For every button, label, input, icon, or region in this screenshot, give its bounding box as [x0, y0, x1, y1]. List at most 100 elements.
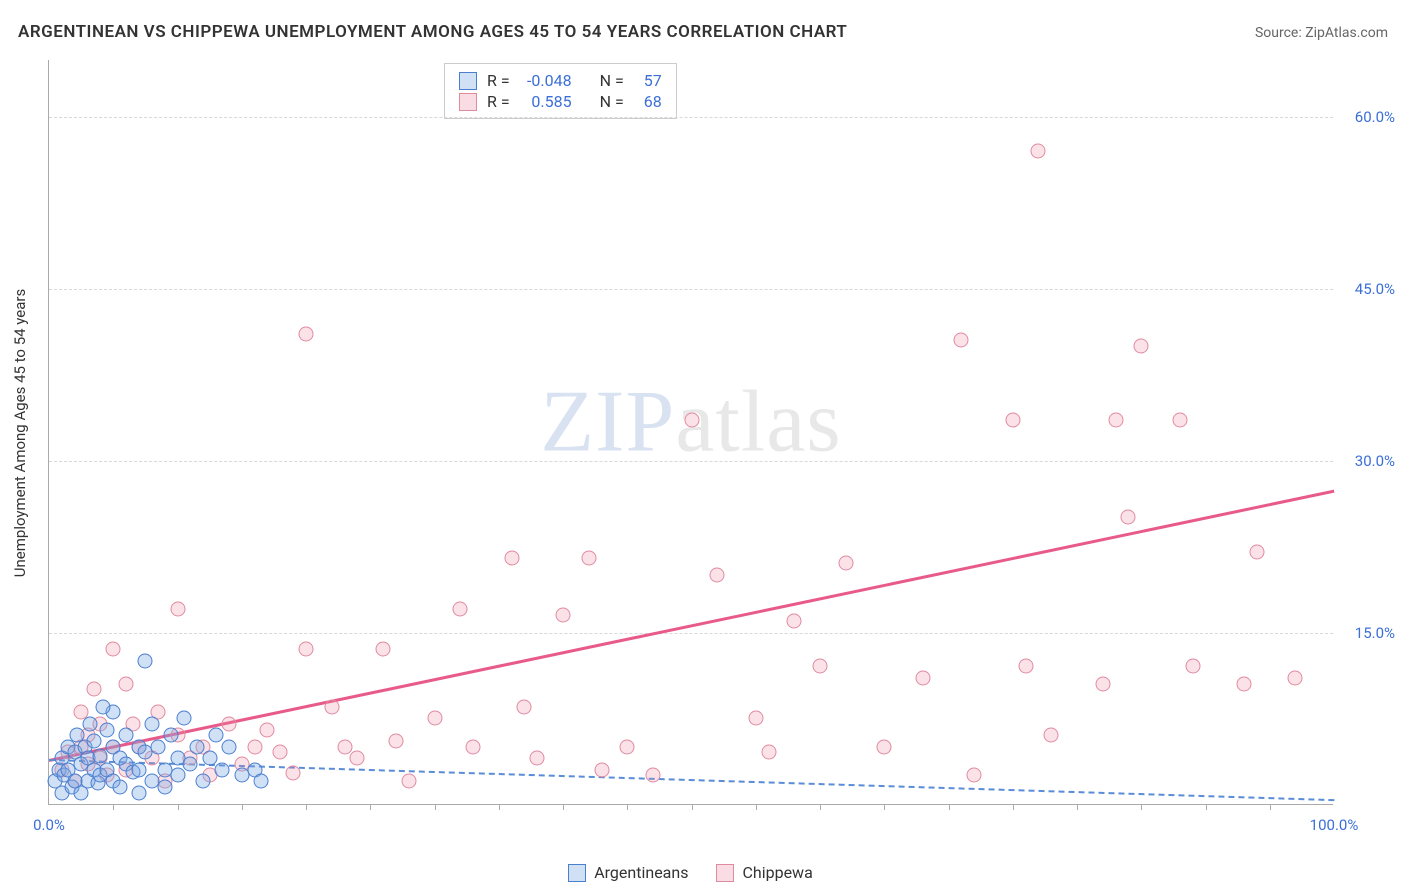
scatter-point-argentineans [183, 756, 198, 771]
scatter-point-chippewa [1031, 143, 1046, 158]
scatter-point-chippewa [1108, 413, 1123, 428]
x-tick [1013, 804, 1014, 810]
scatter-point-argentineans [196, 774, 211, 789]
x-tick [884, 804, 885, 810]
scatter-point-chippewa [748, 711, 763, 726]
scatter-point-chippewa [299, 642, 314, 657]
scatter-point-chippewa [86, 682, 101, 697]
scatter-point-argentineans [131, 785, 146, 800]
x-tick [1270, 804, 1271, 810]
stats-row-chippewa: R = 0.585 N = 68 [459, 92, 662, 111]
scatter-point-chippewa [556, 607, 571, 622]
scatter-point-chippewa [1288, 670, 1303, 685]
scatter-point-chippewa [286, 766, 301, 781]
scatter-point-chippewa [504, 550, 519, 565]
scatter-point-chippewa [645, 768, 660, 783]
scatter-point-chippewa [350, 751, 365, 766]
correlation-stats-box: R = -0.048 N = 57 R = 0.585 N = 68 [444, 63, 677, 119]
trend-line-chippewa [49, 490, 1335, 762]
scatter-point-chippewa [401, 774, 416, 789]
legend-label-argentineans: Argentineans [594, 863, 688, 882]
r-label-a: R = [487, 71, 510, 90]
scatter-plot-area: ZIPatlas R = -0.048 N = 57 R = 0.585 N =… [48, 60, 1333, 805]
x-tick [1077, 804, 1078, 810]
n-value-a: 57 [634, 71, 662, 90]
scatter-point-chippewa [1005, 413, 1020, 428]
bottom-legend: Argentineans Chippewa [48, 863, 1333, 882]
scatter-point-argentineans [131, 762, 146, 777]
scatter-point-argentineans [83, 716, 98, 731]
scatter-point-chippewa [1044, 728, 1059, 743]
scatter-point-argentineans [164, 728, 179, 743]
scatter-point-argentineans [176, 711, 191, 726]
scatter-point-argentineans [86, 733, 101, 748]
scatter-point-chippewa [466, 739, 481, 754]
grid-line [49, 289, 1333, 290]
x-tick [1141, 804, 1142, 810]
scatter-point-chippewa [260, 722, 275, 737]
scatter-point-argentineans [254, 774, 269, 789]
x-tick [563, 804, 564, 810]
scatter-point-chippewa [530, 751, 545, 766]
scatter-point-chippewa [877, 739, 892, 754]
scatter-point-argentineans [119, 728, 134, 743]
scatter-point-argentineans [151, 739, 166, 754]
r-label-b: R = [487, 92, 510, 111]
scatter-point-chippewa [710, 567, 725, 582]
scatter-point-chippewa [594, 762, 609, 777]
scatter-point-chippewa [388, 733, 403, 748]
x-tick [499, 804, 500, 810]
r-value-b: 0.585 [520, 92, 572, 111]
x-tick [306, 804, 307, 810]
scatter-point-chippewa [1249, 544, 1264, 559]
watermark-atlas: atlas [675, 373, 841, 470]
n-label-b: N = [600, 92, 624, 111]
stats-row-argentineans: R = -0.048 N = 57 [459, 71, 662, 90]
y-axis-label: Unemployment Among Ages 45 to 54 years [11, 288, 29, 576]
scatter-point-chippewa [273, 745, 288, 760]
legend-swatch-chippewa [716, 864, 734, 882]
scatter-point-chippewa [1134, 338, 1149, 353]
scatter-point-chippewa [376, 642, 391, 657]
scatter-point-chippewa [106, 642, 121, 657]
scatter-point-argentineans [144, 716, 159, 731]
x-tick [820, 804, 821, 810]
legend-item-argentineans: Argentineans [568, 863, 688, 882]
scatter-point-argentineans [221, 739, 236, 754]
scatter-point-argentineans [93, 748, 108, 763]
x-tick [1206, 804, 1207, 810]
y-tick-label: 30.0% [1340, 452, 1395, 470]
scatter-point-chippewa [787, 613, 802, 628]
grid-line [49, 461, 1333, 462]
scatter-point-argentineans [189, 739, 204, 754]
scatter-point-argentineans [157, 779, 172, 794]
y-tick-label: 45.0% [1340, 280, 1395, 298]
scatter-point-chippewa [761, 745, 776, 760]
scatter-point-argentineans [95, 699, 110, 714]
x-tick [435, 804, 436, 810]
scatter-point-argentineans [170, 768, 185, 783]
scatter-point-chippewa [684, 413, 699, 428]
chart-title: ARGENTINEAN VS CHIPPEWA UNEMPLOYMENT AMO… [18, 22, 847, 42]
scatter-point-argentineans [202, 751, 217, 766]
scatter-point-chippewa [581, 550, 596, 565]
scatter-point-argentineans [138, 653, 153, 668]
swatch-chippewa [459, 93, 477, 111]
scatter-point-chippewa [1237, 676, 1252, 691]
x-tick [113, 804, 114, 810]
x-tick [627, 804, 628, 810]
y-tick-label: 15.0% [1340, 624, 1395, 642]
scatter-point-chippewa [954, 332, 969, 347]
y-axis-label-container: Unemployment Among Ages 45 to 54 years [10, 60, 30, 805]
watermark-zip: ZIP [540, 373, 675, 470]
scatter-point-chippewa [1121, 510, 1136, 525]
x-tick [692, 804, 693, 810]
scatter-point-chippewa [915, 670, 930, 685]
scatter-point-chippewa [299, 327, 314, 342]
legend-item-chippewa: Chippewa [716, 863, 812, 882]
x-tick-label: 100.0% [1310, 816, 1359, 834]
swatch-argentineans [459, 72, 477, 90]
x-tick [178, 804, 179, 810]
scatter-point-chippewa [119, 676, 134, 691]
y-tick-label: 60.0% [1340, 108, 1395, 126]
